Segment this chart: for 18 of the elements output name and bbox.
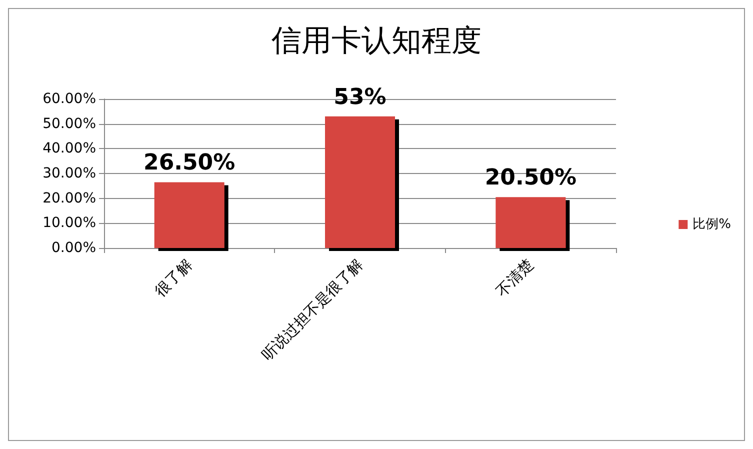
bar bbox=[325, 116, 395, 248]
legend-label: 比例% bbox=[692, 217, 732, 232]
y-tick-label: 40.00% bbox=[42, 140, 96, 157]
data-label: 26.50% bbox=[144, 150, 236, 176]
data-label: 53% bbox=[334, 84, 386, 110]
chart-title: 信用卡认知程度 bbox=[272, 24, 482, 58]
y-tick-label: 20.00% bbox=[42, 190, 96, 206]
x-tick-label: 不清楚 bbox=[492, 256, 538, 300]
bar bbox=[496, 197, 566, 248]
y-tick-label: 10.00% bbox=[42, 215, 96, 232]
data-label: 20.50% bbox=[484, 166, 576, 191]
y-tick-label: 50.00% bbox=[42, 116, 96, 132]
y-tick-label: 0.00% bbox=[52, 240, 96, 256]
x-tick-label: 很了解 bbox=[151, 256, 196, 300]
x-tick-label: 听说过担不是很了解 bbox=[258, 256, 366, 364]
y-tick-label: 30.00% bbox=[42, 166, 96, 182]
bar bbox=[154, 182, 224, 248]
y-tick-label: 60.00% bbox=[42, 91, 96, 107]
